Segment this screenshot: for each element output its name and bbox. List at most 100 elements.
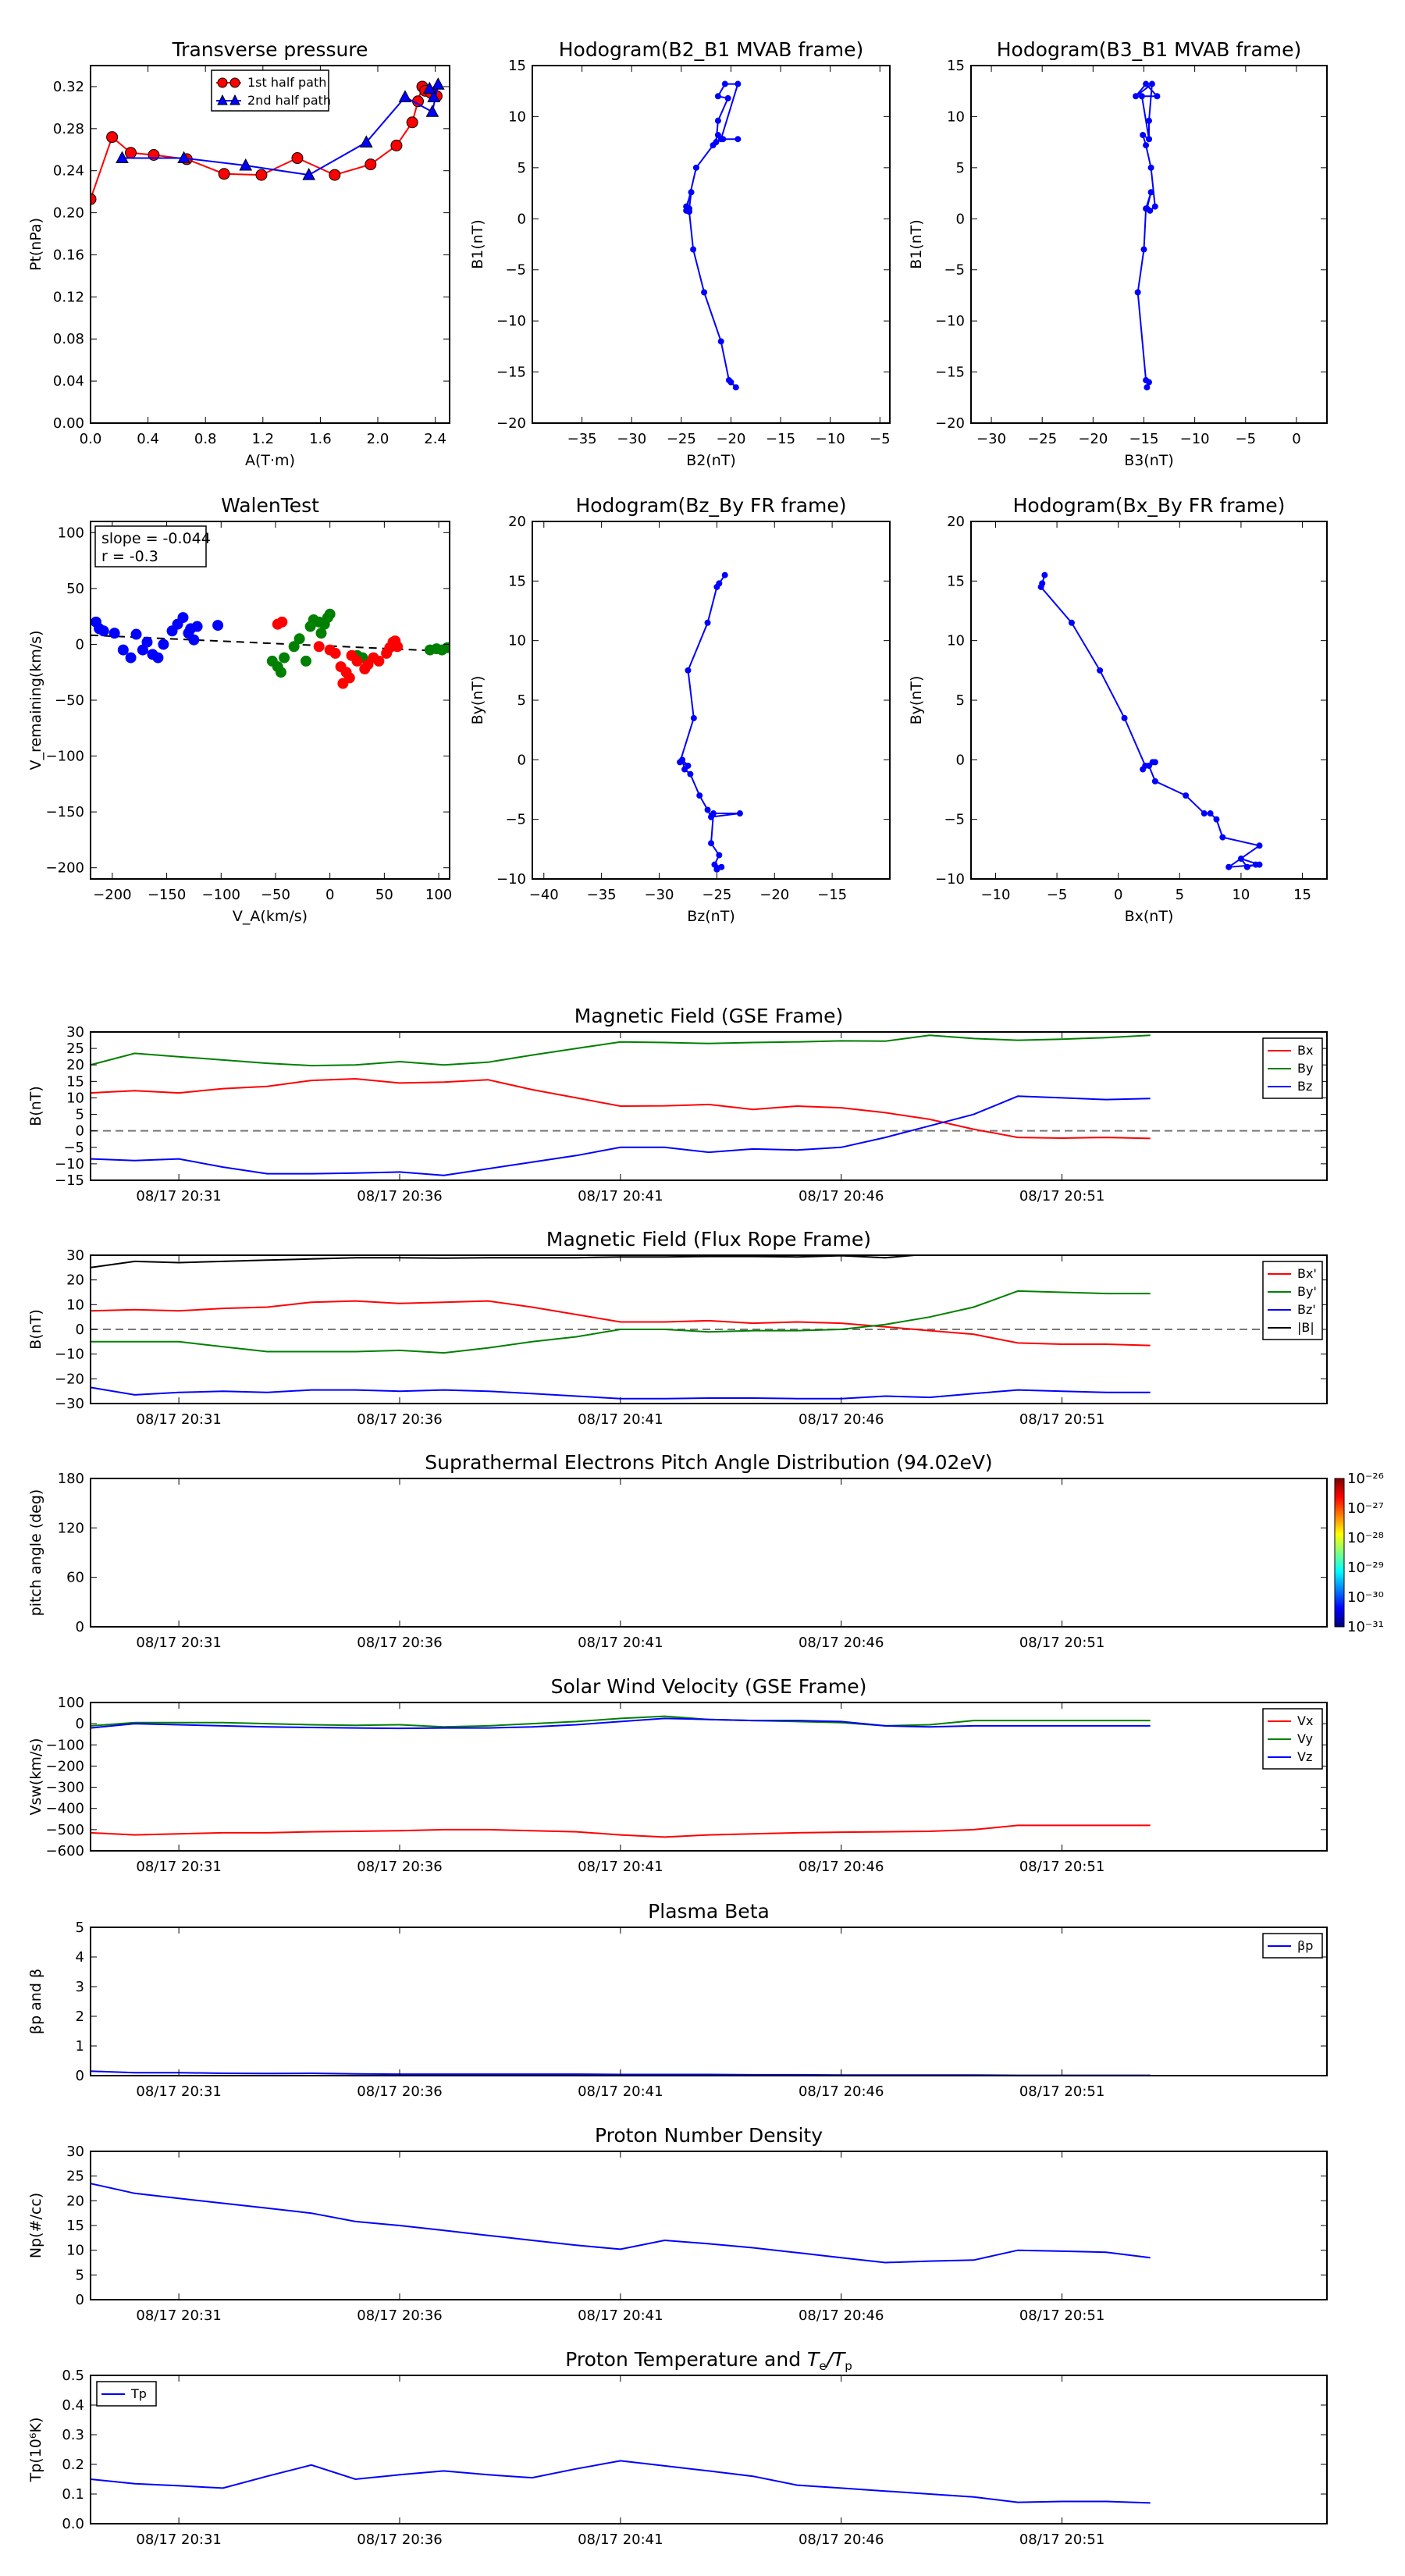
data-point xyxy=(708,840,714,847)
panel-title: Hodogram(Bz_By FR frame) xyxy=(575,494,846,517)
x-tick-label: −5 xyxy=(1047,887,1068,903)
data-point xyxy=(125,652,137,664)
series-line-By xyxy=(91,1034,1151,1067)
y-tick-label: 0.2 xyxy=(62,2457,84,2473)
x-axis-label: A(T·m) xyxy=(245,452,295,469)
data-point xyxy=(1146,117,1152,124)
y-tick-label: 30 xyxy=(66,1247,84,1264)
y-tick-label: 0.0 xyxy=(62,2516,84,2532)
legend-label: By xyxy=(1297,1061,1313,1076)
data-point xyxy=(1138,93,1145,100)
data-point xyxy=(191,621,203,632)
x-tick-label: −40 xyxy=(529,887,559,903)
y-tick-label: −10 xyxy=(496,313,526,329)
y-tick-label: 0.12 xyxy=(53,289,84,305)
y-tick-label: −15 xyxy=(496,365,526,381)
data-point xyxy=(343,672,355,684)
y-tick-label: 20 xyxy=(66,1057,84,1073)
x-tick-label: 08/17 20:51 xyxy=(1019,1188,1104,1204)
data-point xyxy=(1151,777,1158,785)
x-tick-label: −35 xyxy=(567,431,597,447)
data-point xyxy=(239,158,253,171)
y-tick-label: 0 xyxy=(956,211,965,227)
colorbar-tick-label: 10⁻²⁷ xyxy=(1347,1500,1384,1517)
x-tick-label: 08/17 20:31 xyxy=(136,2532,221,2548)
data-point xyxy=(1143,377,1150,384)
y-tick-label: 30 xyxy=(66,1024,84,1041)
panel-title: Proton Temperature and Te/Tp xyxy=(565,2348,852,2373)
x-tick-label: 08/17 20:31 xyxy=(136,1859,221,1875)
data-point xyxy=(696,792,703,799)
data-point xyxy=(279,652,290,664)
y-tick-label: 1 xyxy=(76,2038,84,2055)
x-tick-label: 5 xyxy=(1176,887,1184,903)
series-line-2nd half path xyxy=(122,84,439,176)
plot-frame xyxy=(90,1478,1328,1628)
panel-pt: Transverse pressure 0.00 0.04 0.08 0.12 0.16 0… xyxy=(27,38,450,469)
data-point xyxy=(431,77,445,90)
x-tick-label: 0.8 xyxy=(194,431,217,447)
data-point xyxy=(1144,384,1151,391)
y-tick-label: −200 xyxy=(46,1758,84,1774)
plot-area xyxy=(91,77,445,205)
y-tick-label: 0 xyxy=(76,1716,84,1732)
x-tick-label: 08/17 20:46 xyxy=(799,1859,884,1875)
plot-area xyxy=(91,2183,1151,2264)
data-point xyxy=(1200,810,1208,817)
data-point xyxy=(398,90,412,102)
y-axis-label: By(nT) xyxy=(908,676,925,725)
y-tick-label: 100 xyxy=(58,525,84,541)
x-tick-label: 08/17 20:31 xyxy=(136,1188,221,1204)
y-tick-label: −10 xyxy=(55,1347,84,1363)
series-line-Vx xyxy=(91,1824,1151,1838)
x-tick-label: 2.4 xyxy=(424,431,446,447)
x-tick-label: −20 xyxy=(759,887,789,903)
data-point xyxy=(690,714,697,721)
y-axis-label: By(nT) xyxy=(469,676,486,725)
series-line-Vz xyxy=(91,1717,1151,1730)
y-axis-label: B1(nT) xyxy=(469,219,486,269)
x-tick-label: −10 xyxy=(816,431,845,447)
x-tick-label: 08/17 20:31 xyxy=(136,1635,221,1651)
x-axis-label: B3(nT) xyxy=(1124,452,1174,469)
x-axis-label: Bx(nT) xyxy=(1125,908,1174,925)
plot-frame xyxy=(90,2375,1328,2524)
x-tick-label: −25 xyxy=(702,887,731,903)
x-tick-label: −30 xyxy=(976,431,1006,447)
data-point xyxy=(188,634,200,646)
data-point xyxy=(1140,131,1147,138)
data-point xyxy=(732,384,739,391)
data-point xyxy=(1148,80,1155,87)
data-point xyxy=(302,168,316,180)
data-point xyxy=(1147,164,1154,171)
x-tick-label: 10 xyxy=(1232,887,1250,903)
panel-title: WalenTest xyxy=(221,494,319,517)
data-point xyxy=(1143,80,1150,87)
y-tick-label: 0 xyxy=(76,2068,84,2084)
data-point xyxy=(392,641,404,653)
y-tick-label: −100 xyxy=(46,749,84,765)
y-tick-label: 5 xyxy=(956,160,965,176)
y-tick-label: −20 xyxy=(55,1371,84,1387)
x-tick-label: 50 xyxy=(375,887,393,903)
x-tick-label: 08/17 20:51 xyxy=(1019,2307,1104,2324)
panel-title-slash: /T xyxy=(825,2348,846,2371)
series-line-Bx xyxy=(91,1077,1151,1140)
y-tick-label: −200 xyxy=(46,860,84,877)
plot-frame xyxy=(90,1927,1328,2076)
plot-area xyxy=(91,1034,1327,1176)
data-point xyxy=(704,806,711,813)
y-tick-label: −150 xyxy=(46,804,84,820)
y-axis-label: pitch angle (deg) xyxy=(27,1489,44,1617)
data-point xyxy=(324,608,336,620)
data-point xyxy=(714,117,721,124)
y-tick-label: 2 xyxy=(76,2008,84,2025)
data-point xyxy=(373,655,385,667)
plot-area xyxy=(683,80,742,391)
y-tick-label: −50 xyxy=(55,692,84,709)
legend-label: Vz xyxy=(1297,1749,1312,1764)
plot-frame xyxy=(532,521,891,880)
series-line-Bx' xyxy=(91,1300,1151,1347)
x-tick-label: 08/17 20:41 xyxy=(578,2307,663,2324)
data-point xyxy=(1237,856,1244,863)
